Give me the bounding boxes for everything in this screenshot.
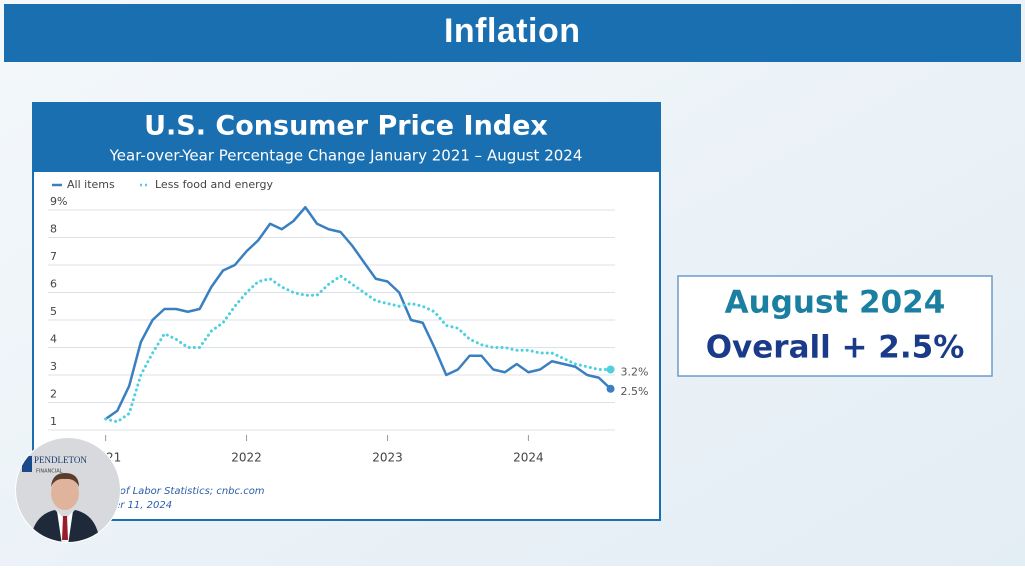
end-label: 3.2% [621, 366, 649, 379]
y-tick-label: 5 [50, 305, 57, 318]
y-tick-label: 8 [50, 223, 57, 236]
source-date: mber 11, 2024 [98, 500, 172, 511]
x-tick-label: 2022 [231, 451, 262, 465]
x-tick-label: 2024 [513, 451, 544, 465]
source: eau of Labor Statistics; cnbc.com [98, 486, 265, 497]
tie [62, 516, 68, 540]
chart-header [33, 103, 660, 172]
chart-subtitle: Year-over-Year Percentage Change January… [109, 147, 583, 165]
series-line [104, 206, 612, 421]
logo-name: PENDLETON [34, 455, 87, 465]
logo-sub: FINANCIAL [36, 469, 63, 475]
callout-line1: August 2024 [725, 285, 946, 321]
legend-label: All items [67, 178, 115, 191]
chart-card [32, 102, 661, 521]
end-point [606, 384, 615, 393]
y-tick-label: 6 [50, 278, 57, 291]
presenter: PENDLETON FINANCIAL [15, 437, 121, 543]
y-tick-label: 4 [50, 333, 57, 346]
legend-label: Less food and energy [155, 178, 273, 191]
series-line [104, 274, 613, 424]
face [51, 476, 79, 510]
end-point [606, 365, 615, 374]
chart-title: U.S. Consumer Price Index [144, 111, 548, 142]
y-tick-label: 1 [50, 415, 57, 428]
end-label: 2.5% [621, 385, 649, 398]
y-tick-label: 2 [50, 388, 57, 401]
hair [51, 473, 79, 487]
callout-line2: Overall + 2.5% [706, 330, 965, 366]
callout-box [677, 275, 993, 377]
y-tick-label: 3 [50, 360, 57, 373]
slide-title: Inflation [444, 12, 580, 50]
title-bar [4, 4, 1021, 62]
y-tick-label: 9% [50, 195, 67, 208]
x-tick-label: 2023 [372, 451, 403, 465]
y-tick-label: 7 [50, 250, 57, 263]
logo-mark [22, 456, 32, 472]
